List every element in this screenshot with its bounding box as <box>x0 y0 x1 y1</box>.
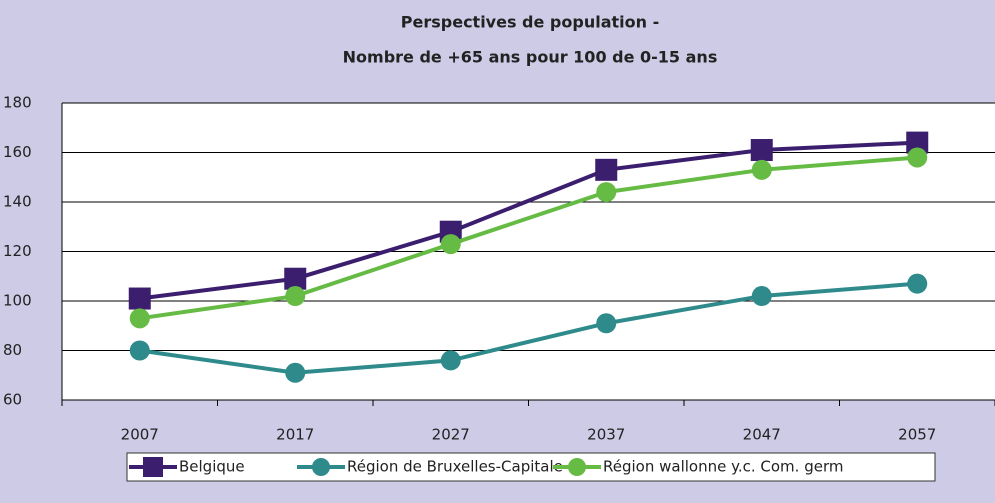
point <box>440 350 461 371</box>
chart-subtitle: Nombre de +65 ans pour 100 de 0-15 ans <box>343 48 718 67</box>
x-tick-label: 2027 <box>432 426 470 444</box>
point <box>129 308 150 329</box>
legend-box <box>126 452 936 482</box>
point <box>906 131 929 154</box>
legend-marker <box>568 458 586 476</box>
point <box>750 139 773 162</box>
point <box>595 158 618 181</box>
series-line <box>139 155 918 321</box>
x-tick-label: 2037 <box>587 426 625 444</box>
point <box>128 287 151 310</box>
x-tick-label: 2047 <box>743 426 781 444</box>
point <box>440 234 461 255</box>
y-tick-label: 80 <box>3 341 22 359</box>
x-tick-label: 2007 <box>121 426 159 444</box>
x-tick-label: 2017 <box>276 426 314 444</box>
point <box>907 273 928 294</box>
y-tick-label: 180 <box>3 94 32 112</box>
y-tick-label: 140 <box>3 193 32 211</box>
legend-marker <box>312 458 330 476</box>
legend-label: Belgique <box>179 458 245 476</box>
legend-label: Région de Bruxelles-Capitale <box>347 458 563 476</box>
chart-title: Perspectives de population - <box>401 13 659 32</box>
point <box>285 362 306 383</box>
series-line <box>139 140 918 301</box>
legend-label: Région wallonne y.c. Com. germ <box>603 458 843 476</box>
legend-marker <box>143 457 163 477</box>
point <box>907 147 928 168</box>
y-tick-label: 120 <box>3 242 32 260</box>
point <box>751 159 772 180</box>
point <box>596 182 617 203</box>
point <box>751 286 772 307</box>
point <box>129 340 150 361</box>
point <box>284 267 307 290</box>
point <box>285 286 306 307</box>
y-tick-label: 100 <box>3 292 32 310</box>
series-line <box>139 281 918 375</box>
y-tick-label: 60 <box>3 391 22 409</box>
point <box>596 313 617 334</box>
y-tick-label: 160 <box>3 143 32 161</box>
x-tick-label: 2057 <box>898 426 936 444</box>
